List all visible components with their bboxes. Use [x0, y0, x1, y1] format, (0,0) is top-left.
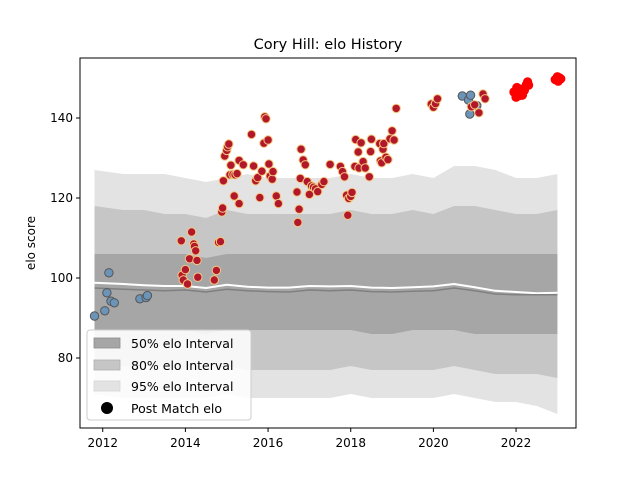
- data-point: [191, 246, 201, 256]
- data-point: [474, 108, 484, 118]
- data-point: [104, 268, 114, 278]
- post-match-points: [89, 72, 566, 321]
- data-point: [263, 135, 273, 145]
- data-point: [273, 198, 284, 209]
- data-point: [234, 198, 244, 209]
- data-point: [109, 298, 120, 308]
- data-point: [347, 187, 357, 198]
- trend-lines: [94, 281, 558, 296]
- data-point: [267, 174, 277, 184]
- plot-frame: [79, 57, 577, 429]
- data-point: [238, 160, 249, 170]
- data-point: [193, 272, 203, 282]
- data-point: [556, 74, 566, 84]
- series-red: [509, 72, 566, 102]
- band-50: [94, 254, 558, 334]
- legend-label-post-match: Post Match elo: [131, 401, 222, 416]
- data-point: [292, 187, 302, 197]
- y-tick-label: 120: [50, 191, 73, 205]
- data-point: [366, 134, 377, 144]
- y-axis-label: elo score: [24, 216, 38, 270]
- data-point: [268, 166, 278, 177]
- data-point: [319, 176, 329, 187]
- data-point: [379, 138, 389, 149]
- data-point: [432, 94, 443, 104]
- data-point: [261, 114, 271, 124]
- legend-box: [86, 329, 252, 421]
- data-point: [293, 217, 303, 228]
- series-orange: [176, 89, 490, 289]
- data-point: [300, 160, 310, 170]
- data-point: [226, 160, 236, 170]
- legend-label-50: 50% elo Interval: [131, 336, 233, 351]
- y-tick-label: 100: [50, 271, 73, 285]
- data-point: [325, 159, 335, 170]
- legend-marker-post-match: [101, 402, 113, 414]
- legend-label-80: 80% elo Interval: [131, 358, 233, 373]
- x-tick-label: 2012: [87, 436, 118, 450]
- chart-title: Cory Hill: elo History: [254, 37, 403, 53]
- y-tick-label: 80: [58, 351, 73, 365]
- data-point: [176, 236, 187, 246]
- data-point: [523, 80, 534, 90]
- y-tick-label: 140: [50, 111, 73, 125]
- data-point: [391, 103, 401, 114]
- data-point: [364, 172, 374, 182]
- reference-line: [94, 281, 558, 295]
- data-point: [339, 172, 350, 182]
- data-point: [100, 306, 110, 316]
- legend-swatch-80: [93, 359, 121, 371]
- x-tick-label: 2016: [253, 436, 284, 450]
- x-tick-label: 2018: [335, 436, 366, 450]
- data-point: [232, 168, 242, 179]
- data-point: [480, 94, 490, 104]
- data-point: [246, 129, 257, 140]
- data-point: [209, 275, 220, 285]
- data-point: [253, 172, 263, 183]
- data-point: [211, 265, 222, 276]
- data-point: [182, 279, 193, 289]
- data-point: [313, 186, 323, 197]
- data-point: [89, 311, 100, 321]
- data-point: [192, 255, 202, 266]
- data-point: [343, 210, 353, 220]
- legend-swatch-95: [93, 380, 121, 392]
- data-point: [224, 139, 234, 149]
- data-point: [365, 146, 376, 157]
- data-point: [465, 90, 476, 100]
- x-tick-label: 2014: [170, 436, 201, 450]
- legend: 50% elo Interval 80% elo Interval 95% el…: [86, 329, 252, 421]
- data-point: [294, 204, 304, 214]
- data-point: [102, 288, 112, 298]
- legend-swatch-50: [93, 337, 121, 349]
- data-point: [180, 264, 191, 275]
- data-point: [255, 192, 265, 203]
- data-point: [217, 203, 228, 213]
- data-point: [142, 290, 153, 301]
- data-point: [356, 138, 366, 148]
- x-tick-label: 2020: [418, 436, 449, 450]
- data-point: [248, 161, 259, 171]
- legend-label-95: 95% elo Interval: [131, 379, 233, 394]
- data-point: [271, 191, 281, 201]
- x-axis-ticks: 2012 2014 2016 2018 2020 2022: [87, 428, 531, 450]
- median-line: [94, 287, 558, 296]
- data-point: [353, 147, 363, 157]
- x-tick-label: 2022: [501, 436, 532, 450]
- data-point: [383, 154, 393, 165]
- data-point: [215, 236, 226, 247]
- data-point: [389, 135, 399, 145]
- data-point: [184, 254, 195, 264]
- data-point: [264, 159, 274, 169]
- data-point: [257, 166, 267, 176]
- data-point: [218, 176, 229, 186]
- data-point: [186, 227, 197, 237]
- data-point: [296, 144, 306, 154]
- data-point: [470, 100, 480, 110]
- data-point: [229, 191, 239, 201]
- data-point: [360, 163, 370, 173]
- y-axis-ticks: 80 100 120 140: [50, 111, 80, 365]
- data-point: [387, 126, 397, 136]
